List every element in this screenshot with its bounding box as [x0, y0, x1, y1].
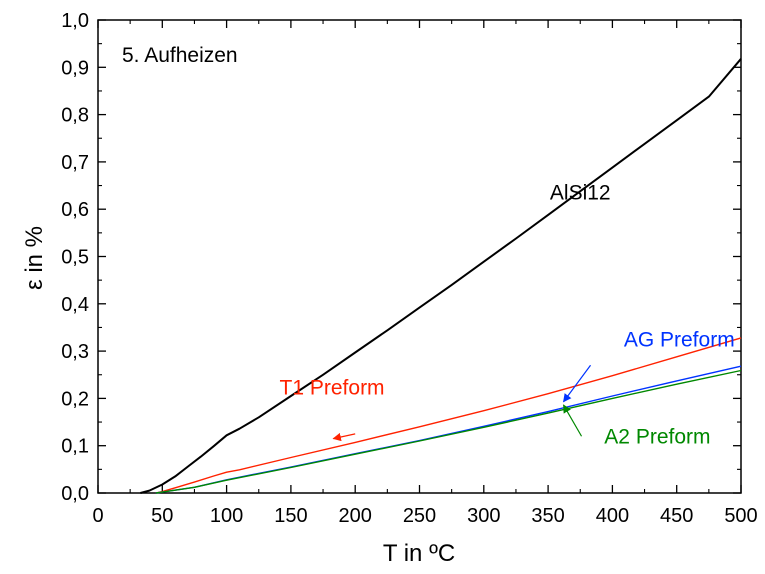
x-axis-title: T in ºC: [383, 540, 455, 567]
y-axis-title: ε in %: [21, 226, 48, 290]
y-tick-label: 0,7: [61, 152, 89, 174]
x-tick-label: 500: [724, 505, 757, 527]
series-line-a2-preform: [155, 369, 742, 494]
x-tick-label: 0: [92, 505, 103, 527]
chart-annotation-top-left: 5. Aufheizen: [122, 44, 238, 67]
series-label-ag-preform: AG Preform: [624, 328, 735, 351]
x-tick-label: 450: [660, 505, 693, 527]
y-tick-label: 0,6: [61, 199, 89, 221]
label-arrow: [563, 404, 583, 437]
y-tick-label: 0,9: [61, 57, 89, 79]
x-tick-label: 350: [531, 505, 564, 527]
label-arrow: [332, 432, 356, 442]
label-arrow: [563, 364, 592, 403]
x-tick-label: 100: [210, 505, 243, 527]
y-tick-label: 0,2: [61, 388, 89, 410]
x-tick-label: 200: [339, 505, 372, 527]
y-tick-label: 0,3: [61, 341, 89, 363]
x-tick-label: 400: [596, 505, 629, 527]
x-tick-label: 250: [403, 505, 436, 527]
y-tick-label: 1,0: [61, 10, 89, 32]
x-tick-label: 300: [467, 505, 500, 527]
y-tick-label: 0,5: [61, 247, 89, 269]
annotations: AlSi12 T1 Preform AG Preform A2 Preform: [280, 182, 735, 449]
x-tick-label: 150: [274, 505, 307, 527]
plot-frame: [97, 19, 742, 494]
y-tick-label: 0,0: [61, 483, 89, 505]
series-label-a2-preform: A2 Preform: [604, 425, 710, 448]
series-label-alsi12: AlSi12: [550, 182, 611, 205]
y-tick-label: 0,8: [61, 105, 89, 127]
series-line-alsi12: [140, 58, 742, 494]
series-label-t1-preform: T1 Preform: [280, 377, 385, 400]
axes: 0 50 100 150 200 250 300 350 400 450 500 0,0 0,1 0,2 0…: [61, 10, 758, 527]
x-tick-label: 50: [151, 505, 173, 527]
series-line-t1-preform: [155, 337, 742, 494]
y-tick-label: 0,4: [61, 294, 89, 316]
y-tick-label: 0,1: [61, 436, 89, 458]
series-layer: [140, 58, 742, 494]
